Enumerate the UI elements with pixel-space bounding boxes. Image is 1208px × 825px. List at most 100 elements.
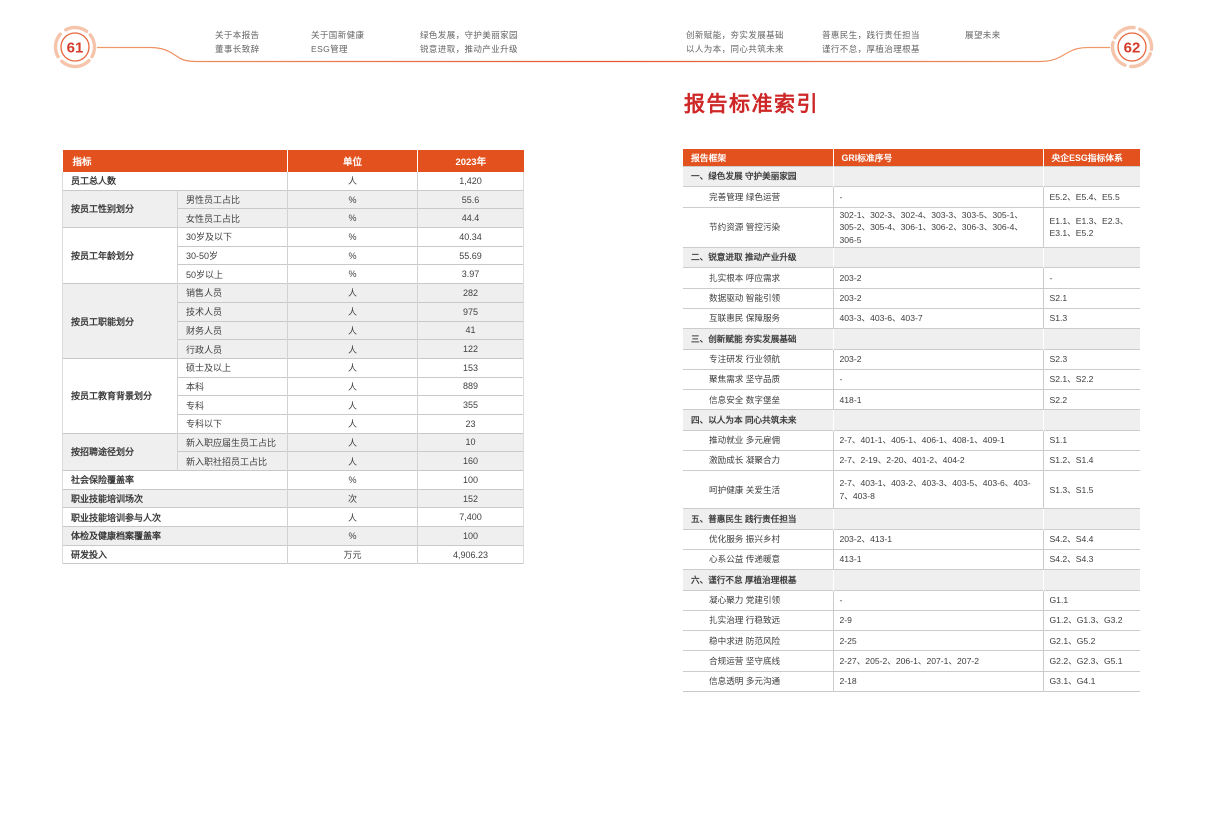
esg-cell: S4.2、S4.3	[1043, 548, 1140, 570]
esg-cell	[1043, 247, 1140, 268]
esg-cell: S1.2、S1.4	[1043, 450, 1140, 471]
nav-group-welfare: 普惠民生，践行责任担当 谨行不怠，厚植治理根基	[822, 29, 920, 56]
value-cell: 122	[417, 339, 525, 359]
nav-item[interactable]: 展望未来	[965, 30, 1001, 40]
section-row: 三、创新赋能 夯实发展基础	[683, 328, 1140, 350]
gri-cell	[833, 508, 1044, 530]
gri-cell	[833, 247, 1044, 268]
indicator-sub-label: 本科	[176, 376, 289, 396]
value-cell: 7,400	[417, 507, 525, 527]
value-cell: 152	[417, 488, 525, 508]
table-row: 凝心聚力 党建引领 - G1.1	[683, 589, 1140, 611]
table-row: 行政人员人 122	[63, 339, 525, 359]
indicator-sub-label: 女性员工占比	[176, 208, 289, 228]
indicator-label: 职业技能培训场次	[61, 488, 289, 508]
esg-cell	[1043, 165, 1140, 187]
value-cell: 10	[417, 432, 525, 452]
indicator-group-label: 按员工年龄划分	[62, 227, 178, 284]
unit-cell: 人	[287, 320, 419, 340]
table-row: 女性员工占比% 44.4	[63, 208, 525, 228]
section-title-cell: 六、谨行不怠 厚植治理根基	[683, 569, 834, 591]
framework-cell: 凝心聚力 党建引领	[683, 589, 834, 611]
gri-cell	[833, 328, 1044, 350]
nav-item[interactable]: 创新赋能，夯实发展基础	[686, 30, 784, 40]
section-row: 四、以人为本 同心共筑未来	[683, 409, 1140, 431]
nav-item[interactable]: 关于国新健康	[311, 30, 365, 40]
gri-cell: 403-3、403-6、403-7	[833, 307, 1044, 329]
unit-cell: 人	[287, 376, 419, 396]
indicator-label: 职业技能培训参与人次	[61, 507, 289, 527]
indicator-sub-label: 财务人员	[176, 320, 289, 340]
esg-cell	[1043, 328, 1140, 350]
nav-item[interactable]: 董事长致辞	[215, 43, 260, 54]
gri-cell: 413-1	[833, 548, 1044, 570]
framework-cell: 优化服务 振兴乡村	[683, 528, 834, 550]
table-row: 财务人员人 41	[63, 320, 525, 340]
unit-cell: 人	[287, 451, 419, 471]
value-cell: 41	[417, 320, 525, 340]
framework-cell: 扎实治理 行稳致远	[683, 609, 834, 631]
table-row: 信息安全 数字堡垒 418-1 S2.2	[683, 389, 1140, 410]
indicator-label: 体检及健康档案覆盖率	[61, 526, 289, 546]
nav-group-company: 关于国新健康 ESG管理	[311, 29, 364, 56]
page-number-right: 62	[1124, 40, 1141, 57]
table-row: 按员工职能划分 销售人员人 282	[62, 283, 525, 359]
nav-item[interactable]: 锐意进取，推动产业升级	[420, 43, 518, 54]
value-cell: 355	[417, 395, 525, 415]
indicator-sub-label: 行政人员	[176, 339, 289, 359]
indicator-sub-label: 30-50岁	[176, 245, 289, 265]
gri-cell: 203-2	[833, 267, 1044, 289]
nav-item[interactable]: ESG管理	[311, 43, 348, 54]
gri-cell: 2-18	[833, 670, 1044, 692]
indicator-group-label: 按员工职能划分	[62, 283, 178, 359]
gri-cell: -	[833, 368, 1044, 390]
section-title-cell: 二、锐意进取 推动产业升级	[683, 247, 834, 268]
table-row: 按员工年龄划分 30岁及以下% 40.34	[62, 227, 525, 284]
unit-cell: %	[287, 526, 419, 546]
esg-cell: G2.1、G5.2	[1043, 630, 1140, 651]
unit-cell: 人	[287, 357, 419, 378]
nav-item[interactable]: 普惠民生，践行责任担当	[822, 30, 920, 40]
gri-cell	[833, 569, 1044, 591]
table-row: 新入职社招员工占比人 160	[63, 451, 525, 471]
unit-cell: 人	[287, 432, 419, 452]
gri-cell: 203-2、413-1	[833, 528, 1044, 550]
table-row: 合规运营 坚守底线 2-27、205-2、206-1、207-1、207-2 G2.…	[683, 650, 1140, 672]
table-row: 技术人员人 975	[63, 301, 525, 321]
col-header-unit: 单位	[287, 150, 419, 172]
value-cell: 3.97	[417, 264, 525, 284]
framework-cell: 稳中求进 防范风险	[683, 630, 834, 651]
unit-cell: %	[287, 470, 419, 490]
table-row: 专科以下人 23	[63, 413, 525, 434]
esg-cell: S2.3	[1043, 348, 1140, 370]
table-row: 50岁以上% 3.97	[63, 264, 525, 284]
esg-cell: S1.3	[1043, 307, 1140, 329]
table-row: 职业技能培训场次次 152	[61, 488, 525, 508]
nav-item[interactable]: 绿色发展，守护美丽家园	[420, 30, 518, 40]
framework-cell: 互联惠民 保障服务	[683, 307, 834, 329]
value-cell: 160	[417, 451, 525, 471]
nav-item[interactable]: 关于本报告	[215, 30, 260, 40]
framework-cell: 节约资源 管控污染	[683, 206, 834, 248]
framework-cell: 信息安全 数字堡垒	[683, 389, 834, 410]
gri-cell: 2-9	[833, 609, 1044, 631]
framework-cell: 数据驱动 智能引领	[683, 287, 834, 309]
header-divider-line	[97, 46, 1110, 63]
table-row: 互联惠民 保障服务 403-3、403-6、403-7 S1.3	[683, 307, 1140, 329]
table-row: 呵护健康 关爱生活 2-7、403-1、403-2、403-3、403-5、403…	[683, 470, 1140, 509]
table-row: 数据驱动 智能引领 203-2 S2.1	[683, 287, 1140, 309]
nav-item[interactable]: 谨行不怠，厚植治理根基	[822, 43, 920, 54]
indicator-label: 员工总人数	[61, 172, 289, 191]
value-cell: 55.69	[417, 245, 525, 265]
table-row: 扎实治理 行稳致远 2-9 G1.2、G1.3、G3.2	[683, 609, 1140, 631]
col-header-framework: 报告框架	[683, 149, 834, 167]
esg-cell: S4.2、S4.4	[1043, 528, 1140, 550]
indicator-sub-label: 新入职应届生员工占比	[177, 432, 289, 452]
unit-cell: 人	[287, 395, 419, 415]
nav-item[interactable]: 以人为本，同心共筑未来	[686, 43, 784, 54]
table-row: 专注研发 行业领航 203-2 S2.3	[683, 348, 1140, 370]
framework-cell: 合规运营 坚守底线	[683, 650, 834, 672]
gri-cell: 2-27、205-2、206-1、207-1、207-2	[833, 650, 1044, 672]
table-row: 优化服务 振兴乡村 203-2、413-1 S4.2、S4.4	[683, 528, 1140, 550]
table-row: 按员工性别划分 男性员工占比% 55.6	[62, 189, 525, 228]
